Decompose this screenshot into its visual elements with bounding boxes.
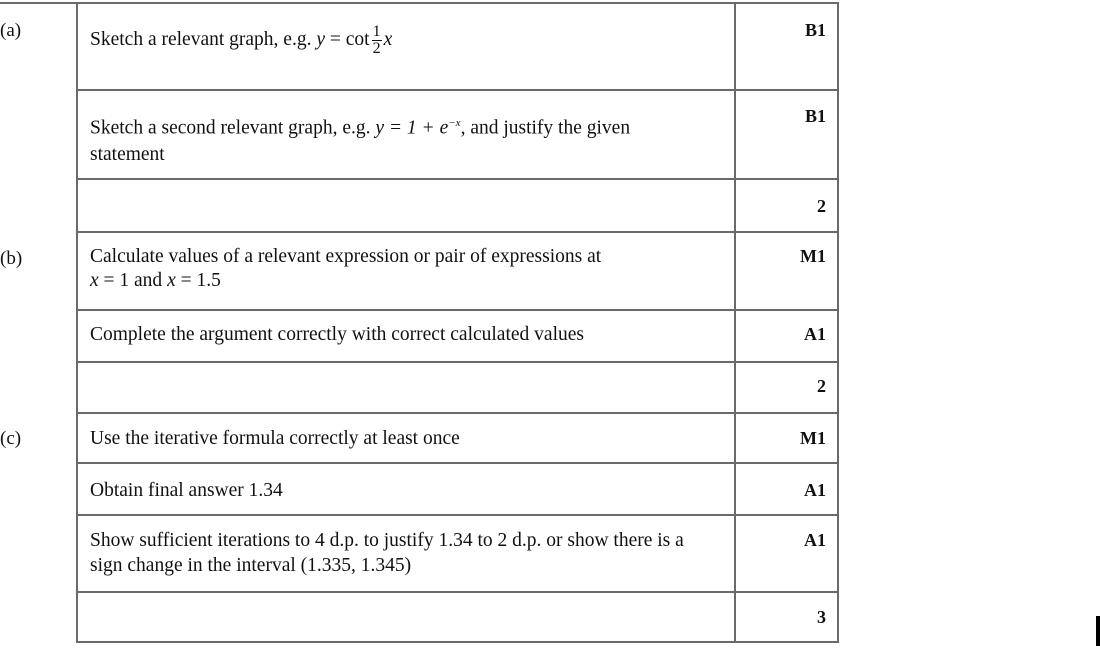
row-divider [76, 412, 839, 414]
row-divider [76, 591, 839, 593]
criterion-line: Calculate values of a relevant expressio… [90, 246, 602, 267]
mark-code: B1 [804, 106, 826, 126]
mark-code: M1 [800, 428, 826, 448]
math-exponent: −x [448, 117, 461, 129]
math-expression: y = 1 + e [375, 117, 449, 139]
criterion-line: x = 1 and x = 1.5 [90, 270, 720, 292]
math-var: x [90, 270, 99, 291]
math-var: y [316, 28, 325, 50]
criterion-text: Complete the argument correctly with cor… [90, 324, 584, 345]
row-divider [76, 462, 839, 464]
criterion-text: Use the iterative formula correctly at l… [90, 428, 460, 449]
row-divider [76, 309, 839, 311]
part-label-c: (c) [0, 428, 22, 449]
math-eq: = cot [324, 28, 370, 50]
math-var: x [383, 28, 393, 50]
text-fragment: = 1 and [98, 270, 168, 291]
row-divider [76, 641, 839, 643]
mark-code: A1 [804, 530, 826, 550]
table-top-border [0, 2, 839, 4]
column-divider [837, 3, 839, 642]
mark-code: A1 [804, 324, 826, 344]
text-fragment: = 1.5 [175, 270, 221, 291]
row-divider [76, 361, 839, 363]
part-label-a: (a) [0, 20, 22, 41]
fraction-numerator: 1 [371, 23, 382, 41]
math-var: x [167, 270, 176, 291]
criterion-text: Sketch a relevant graph, e.g. y = cot 1 2 x [90, 24, 720, 57]
mark-total: 3 [817, 607, 826, 627]
criterion-text: Show sufficient iterations to 4 d.p. to … [90, 530, 684, 576]
criterion-text: Sketch a second relevant graph, e.g. y =… [90, 110, 690, 168]
mark-code: A1 [804, 480, 826, 500]
mark-code: M1 [800, 246, 826, 266]
criterion-prefix: Sketch a relevant graph, e.g. [90, 28, 317, 50]
column-divider [734, 3, 736, 642]
criterion-suffix: , and justify the given statement [90, 117, 631, 165]
row-divider [76, 231, 839, 233]
criterion-text: Obtain final answer 1.34 [90, 480, 283, 501]
column-divider [76, 3, 78, 642]
criterion-prefix: Sketch a second relevant graph, e.g. [90, 117, 376, 139]
mark-total: 2 [817, 376, 826, 396]
criterion-text: Calculate values of a relevant expressio… [90, 244, 720, 292]
fraction-denominator: 2 [372, 40, 381, 57]
row-divider [76, 514, 839, 516]
mark-total: 2 [817, 196, 826, 216]
row-divider [76, 89, 839, 91]
row-divider [76, 178, 839, 180]
part-label-b: (b) [0, 248, 23, 269]
text-cursor [1096, 616, 1100, 646]
mark-code: B1 [804, 20, 826, 40]
